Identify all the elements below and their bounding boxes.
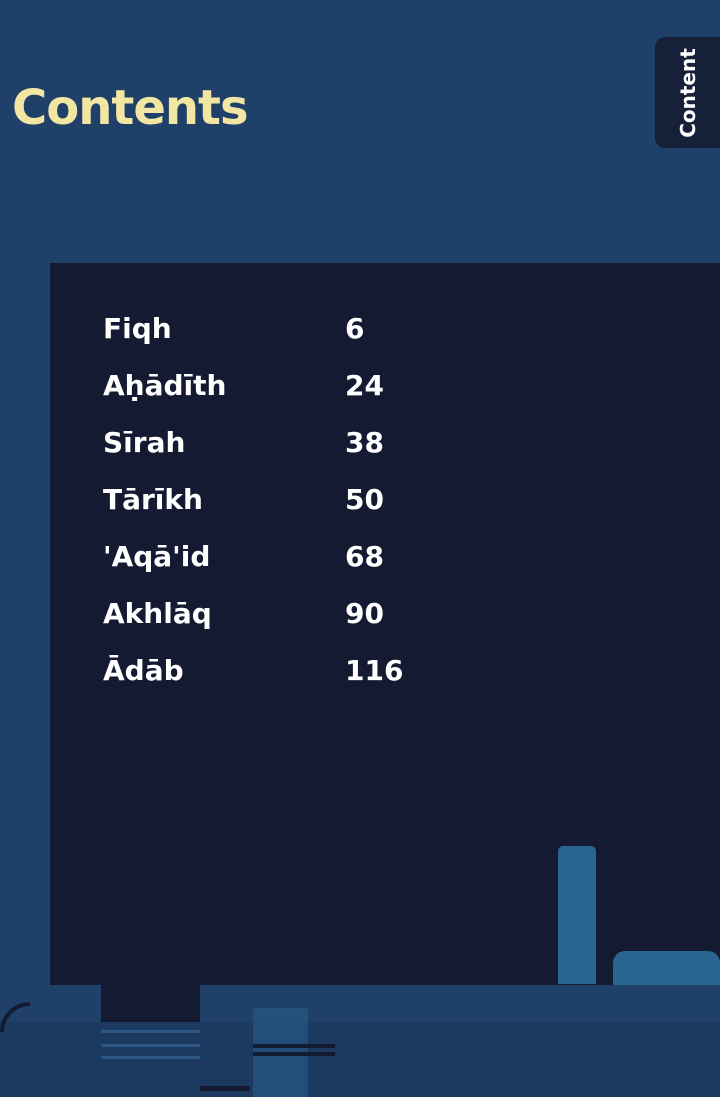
section-tab-label: Content xyxy=(675,47,700,138)
tall-jar-illustration xyxy=(558,846,596,984)
entry-page: 50 xyxy=(345,483,384,516)
stripe xyxy=(253,1052,335,1056)
entry-page: 24 xyxy=(345,369,384,402)
entry-label: Ādāb xyxy=(103,654,184,687)
contents-panel xyxy=(50,263,720,985)
stripe xyxy=(101,1044,200,1047)
arc-illustration xyxy=(0,1002,30,1032)
entry-page: 90 xyxy=(345,597,384,630)
entry-label: 'Aqā'id xyxy=(103,540,211,573)
shelf-band xyxy=(0,1022,720,1097)
entry-label: Akhlāq xyxy=(103,597,212,630)
entry-label: Sīrah xyxy=(103,426,186,459)
bowl-illustration xyxy=(613,951,720,985)
stripe xyxy=(101,1030,200,1033)
section-tab[interactable]: Content xyxy=(655,37,720,148)
entry-label: Fiqh xyxy=(103,312,172,345)
stripe xyxy=(253,1044,335,1048)
page-title: Contents xyxy=(12,80,249,136)
stripe xyxy=(101,1056,200,1059)
entry-label: Aḥādīth xyxy=(103,369,227,402)
entry-page: 6 xyxy=(345,312,365,345)
entry-label: Tārīkh xyxy=(103,483,203,516)
entry-page: 68 xyxy=(345,540,384,573)
entry-page: 116 xyxy=(345,654,404,687)
stripe xyxy=(200,1086,250,1091)
entry-page: 38 xyxy=(345,426,384,459)
